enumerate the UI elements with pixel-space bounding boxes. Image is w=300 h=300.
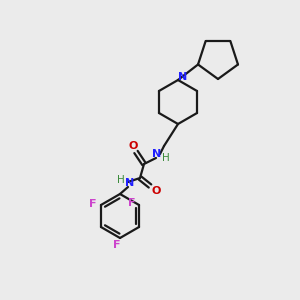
Text: N: N xyxy=(152,149,162,159)
Text: H: H xyxy=(162,153,170,163)
Text: H: H xyxy=(117,175,125,185)
Text: F: F xyxy=(89,199,97,209)
Text: F: F xyxy=(113,240,121,250)
Text: F: F xyxy=(128,198,136,208)
Text: N: N xyxy=(125,178,135,188)
Text: O: O xyxy=(151,186,161,196)
Text: N: N xyxy=(178,72,188,82)
Text: O: O xyxy=(128,141,138,151)
